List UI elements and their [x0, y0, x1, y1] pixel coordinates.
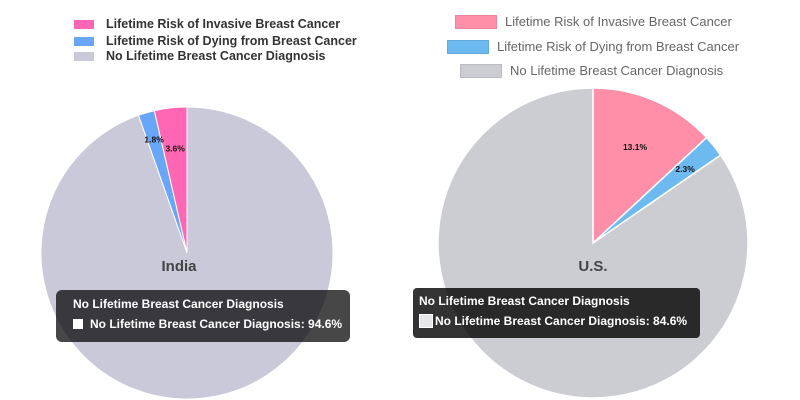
us-tooltip-title: No Lifetime Breast Cancer Diagnosis: [419, 294, 630, 308]
us-legend-label-no-diagnosis: No Lifetime Breast Cancer Diagnosis: [510, 63, 724, 78]
us-tooltip: No Lifetime Breast Cancer Diagnosis No L…: [413, 288, 700, 338]
india-legend: Lifetime Risk of Invasive Breast Cancer …: [0, 0, 370, 70]
india-legend-item-dying[interactable]: Lifetime Risk of Dying from Breast Cance…: [74, 34, 357, 48]
india-legend-swatch-no-diagnosis: [74, 51, 94, 61]
us-tooltip-text: No Lifetime Breast Cancer Diagnosis: 84.…: [435, 314, 688, 328]
us-legend-label-dying: Lifetime Risk of Dying from Breast Cance…: [497, 39, 740, 54]
us-legend-swatch-no-diagnosis: [460, 63, 502, 78]
india-tooltip-line: No Lifetime Breast Cancer Diagnosis: 94.…: [73, 317, 350, 331]
us-legend-item-dying[interactable]: Lifetime Risk of Dying from Breast Cance…: [447, 39, 739, 54]
us-legend-item-invasive[interactable]: Lifetime Risk of Invasive Breast Cancer: [455, 14, 732, 29]
india-slice-label-dying: 1.8%: [144, 135, 164, 145]
us-pie-chart: 13.1% 2.3% U.S.: [437, 87, 749, 399]
us-slice-invasive[interactable]: [592, 87, 708, 245]
india-legend-label-invasive: Lifetime Risk of Invasive Breast Cancer: [106, 17, 341, 31]
india-slice-label-invasive: 3.6%: [165, 144, 185, 154]
us-legend-item-no-diagnosis[interactable]: No Lifetime Breast Cancer Diagnosis: [460, 63, 723, 78]
us-chart-title: U.S.: [578, 258, 607, 275]
us-legend: Lifetime Risk of Invasive Breast Cancer …: [370, 0, 800, 80]
us-slice-label-dying: 2.3%: [675, 164, 695, 174]
india-legend-swatch-dying: [74, 36, 94, 46]
india-tooltip-title: No Lifetime Breast Cancer Diagnosis: [73, 297, 284, 311]
india-legend-label-dying: Lifetime Risk of Dying from Breast Cance…: [106, 34, 357, 48]
india-legend-swatch-invasive: [74, 19, 94, 29]
india-chart-panel: Lifetime Risk of Invasive Breast Cancer …: [0, 0, 370, 400]
india-slice-no-diagnosis[interactable]: [40, 106, 334, 400]
us-chart-panel: Lifetime Risk of Invasive Breast Cancer …: [370, 0, 800, 400]
us-legend-swatch-dying: [447, 39, 489, 54]
india-legend-label-no-diagnosis: No Lifetime Breast Cancer Diagnosis: [106, 49, 326, 63]
us-slice-label-invasive: 13.1%: [623, 142, 648, 152]
us-legend-swatch-invasive: [455, 14, 497, 29]
india-tooltip: No Lifetime Breast Cancer Diagnosis No L…: [56, 290, 350, 342]
india-legend-item-invasive[interactable]: Lifetime Risk of Invasive Breast Cancer: [74, 17, 340, 31]
india-legend-item-no-diagnosis[interactable]: No Lifetime Breast Cancer Diagnosis: [74, 49, 326, 63]
us-legend-label-invasive: Lifetime Risk of Invasive Breast Cancer: [505, 14, 732, 29]
india-tooltip-swatch: [73, 319, 83, 329]
india-chart-title: India: [161, 258, 197, 275]
us-tooltip-line: No Lifetime Breast Cancer Diagnosis: 84.…: [419, 314, 700, 328]
india-tooltip-text: No Lifetime Breast Cancer Diagnosis: 94.…: [90, 317, 343, 331]
us-tooltip-swatch: [419, 314, 433, 328]
